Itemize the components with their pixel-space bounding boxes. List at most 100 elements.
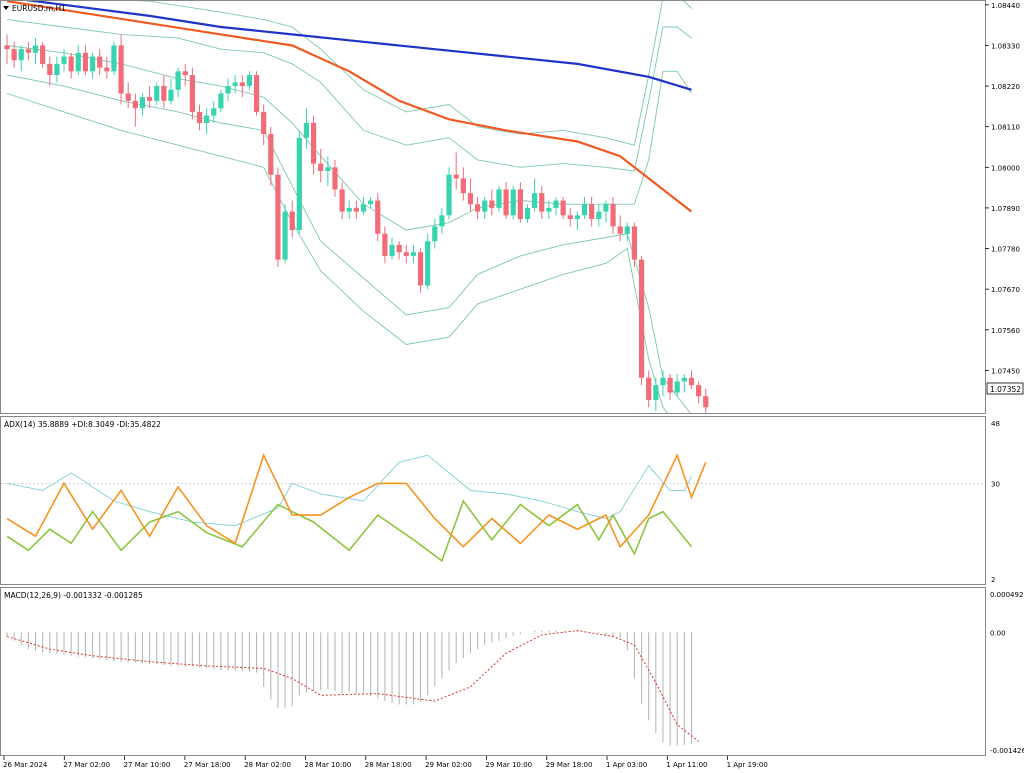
- candle-body: [303, 123, 310, 138]
- candle-body: [674, 381, 680, 393]
- adx-series-di-line: [6, 453, 707, 549]
- candle: [61, 49, 67, 72]
- candle: [118, 34, 124, 105]
- candle: [624, 222, 630, 242]
- candle: [503, 182, 509, 219]
- candle-body: [310, 123, 317, 164]
- candle-body: [189, 75, 195, 112]
- candle-body: [218, 93, 224, 109]
- candle-body: [360, 204, 367, 212]
- candle: [482, 196, 488, 219]
- candle: [389, 237, 395, 260]
- candle: [68, 52, 74, 79]
- candle: [54, 56, 60, 83]
- candle: [225, 78, 231, 101]
- adx-tick-label: 2: [991, 576, 995, 584]
- candle-body: [332, 167, 338, 190]
- candle: [517, 182, 523, 223]
- candle-body: [111, 45, 117, 72]
- candle: [532, 178, 538, 212]
- candle: [47, 56, 53, 87]
- candle: [232, 75, 238, 94]
- candle-body: [368, 200, 374, 205]
- candle: [32, 38, 39, 64]
- candle-body: [403, 252, 409, 256]
- candle-body: [211, 108, 217, 116]
- adx-panel-frame: [0, 416, 986, 585]
- candle: [154, 82, 160, 105]
- price-tick-label: 1.07670: [991, 286, 1020, 294]
- candle: [396, 241, 402, 260]
- candle: [175, 67, 181, 98]
- candle: [446, 167, 452, 219]
- candle-body: [453, 174, 459, 179]
- chevron-down-icon[interactable]: [3, 6, 9, 10]
- candle-body: [161, 86, 167, 101]
- candle: [638, 255, 645, 386]
- time-tick-label: 27 Mar 02:00: [63, 761, 110, 769]
- candle: [332, 159, 338, 197]
- macd-panel[interactable]: [6, 630, 699, 746]
- adx-label: ADX(14) 35.8889 +DI:8.3049 -DI:35.4822: [4, 420, 161, 429]
- adx-series-di-line: [6, 499, 693, 563]
- candle: [560, 196, 566, 219]
- macd-label: MACD(12,26,9) -0.001332 -0.001285: [4, 591, 143, 600]
- candle-body: [489, 200, 495, 208]
- candle-body: [225, 86, 231, 94]
- candle: [161, 75, 167, 109]
- candle-body: [139, 97, 146, 109]
- candle: [489, 189, 495, 216]
- candle: [596, 204, 602, 227]
- candle-body: [696, 385, 702, 397]
- candle-body: [467, 193, 474, 205]
- candle-body: [261, 111, 267, 135]
- candle-body: [353, 207, 359, 212]
- candle: [703, 388, 709, 413]
- adx-panel[interactable]: [1, 453, 984, 563]
- candle-body: [482, 200, 488, 212]
- candle-body: [610, 204, 616, 227]
- candle: [168, 78, 174, 105]
- candle: [18, 45, 24, 72]
- candle-body: [339, 189, 345, 212]
- candle: [204, 108, 210, 135]
- candle: [104, 56, 110, 79]
- candle: [603, 200, 609, 223]
- bollinger-outer-lower: [6, 93, 668, 413]
- candle: [89, 52, 96, 79]
- candle: [631, 222, 638, 267]
- candle-body: [246, 75, 253, 87]
- candle: [439, 207, 445, 234]
- time-tick-label: 27 Mar 18:00: [184, 761, 231, 769]
- candle-body: [446, 174, 452, 216]
- time-tick-label: 27 Mar 10:00: [124, 761, 171, 769]
- candle: [182, 63, 188, 87]
- candle-body: [253, 75, 260, 112]
- candle-body: [68, 56, 74, 72]
- candle-body: [25, 49, 31, 53]
- candle-body: [175, 71, 181, 90]
- candle-body: [546, 207, 552, 212]
- candle: [546, 200, 552, 219]
- candle: [218, 89, 224, 112]
- candle-body: [346, 207, 352, 212]
- candle: [417, 248, 424, 293]
- candle: [75, 45, 81, 75]
- adx-tick-label: 48: [991, 420, 1000, 428]
- candle-body: [125, 93, 131, 101]
- candle-body: [182, 71, 188, 75]
- candle: [82, 45, 89, 75]
- candle: [688, 370, 695, 389]
- candle: [97, 49, 103, 75]
- adx-series-adx-line: [6, 454, 692, 527]
- candle: [653, 377, 659, 411]
- price-tick-label: 1.07450: [991, 367, 1020, 375]
- price-panel[interactable]: [4, 0, 709, 444]
- candle: [667, 374, 673, 400]
- axes: 1.08440 1.08330 1.08220 1.08110 1.08000 1.078…: [3, 2, 1024, 769]
- candle: [453, 152, 459, 190]
- candle-body: [54, 63, 60, 75]
- candle-body: [154, 86, 160, 101]
- macd-signal-line: [6, 630, 699, 742]
